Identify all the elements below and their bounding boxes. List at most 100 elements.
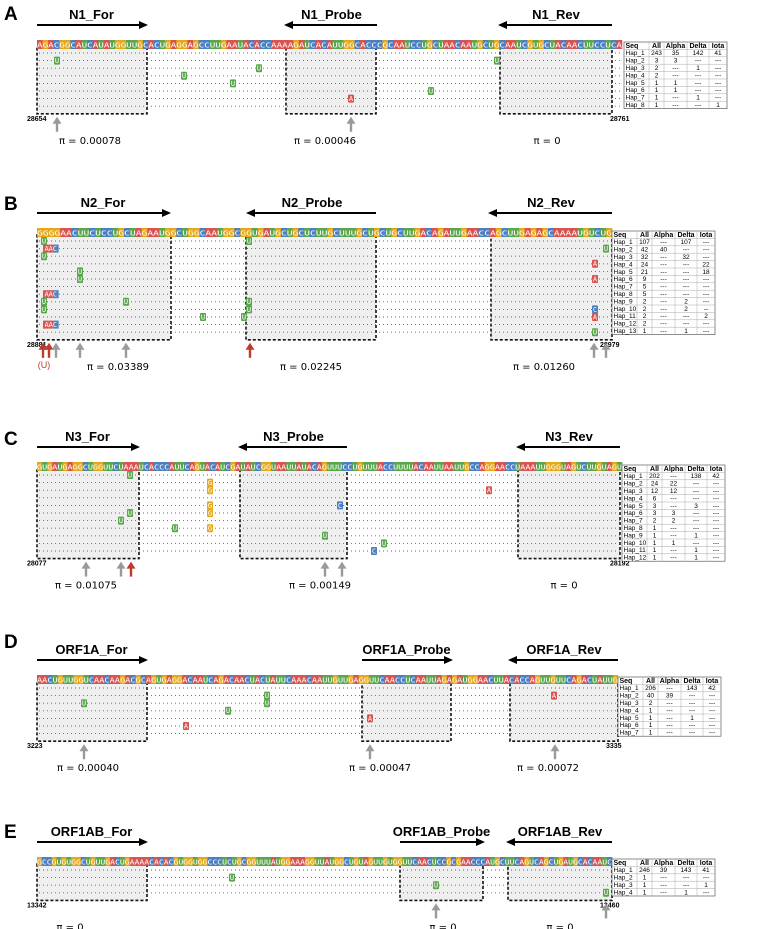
end-coordinate: 28192 bbox=[610, 561, 630, 568]
base-cell bbox=[437, 228, 444, 237]
table-cell: Hap_2 bbox=[614, 875, 634, 882]
mutation-marker: U bbox=[603, 244, 609, 253]
base-cell bbox=[348, 857, 355, 866]
base-cell bbox=[428, 462, 435, 471]
base-cell bbox=[220, 462, 226, 471]
base-cell bbox=[85, 857, 91, 866]
table-cell: Hap_6 bbox=[620, 722, 640, 729]
table-cell: --- bbox=[672, 65, 679, 72]
primer-arrow: N1_Rev bbox=[498, 7, 612, 29]
base-cell bbox=[344, 228, 351, 237]
table-cell: --- bbox=[715, 95, 722, 102]
base-cell bbox=[363, 857, 369, 866]
base-cell bbox=[275, 857, 281, 866]
table-cell: 206 bbox=[645, 685, 656, 692]
base-cell bbox=[319, 857, 325, 866]
start-coordinate: 13342 bbox=[27, 902, 47, 909]
mutation-base: U bbox=[42, 306, 46, 314]
mutation-base: A bbox=[552, 692, 557, 700]
table-cell: --- bbox=[660, 875, 667, 882]
base-cell bbox=[114, 675, 121, 684]
mutation-marker: U bbox=[127, 509, 133, 517]
base-cell bbox=[398, 462, 404, 471]
table-cell: --- bbox=[703, 254, 710, 261]
table-cell: 39 bbox=[660, 867, 668, 874]
base-cell bbox=[130, 675, 136, 684]
table-cell: --- bbox=[715, 80, 722, 87]
base-cell bbox=[339, 857, 345, 866]
base-cell bbox=[573, 857, 579, 866]
base-cell bbox=[377, 462, 384, 471]
base-cell bbox=[197, 857, 203, 866]
table-cell: --- bbox=[670, 473, 677, 480]
table-cell: --- bbox=[670, 503, 677, 510]
base-cell bbox=[176, 40, 183, 49]
primer-label: ORF1A_Rev bbox=[526, 642, 602, 657]
base-cell bbox=[348, 675, 354, 684]
base-cell bbox=[550, 462, 557, 471]
mutation-base: U bbox=[78, 268, 82, 276]
base-cell bbox=[426, 857, 433, 866]
base-cell bbox=[536, 228, 543, 237]
base-cell bbox=[163, 857, 169, 866]
panel-letter: C bbox=[4, 429, 18, 450]
base-cell bbox=[89, 228, 96, 237]
base-cell bbox=[616, 462, 623, 471]
table-cell: --- bbox=[660, 284, 667, 291]
base-cell bbox=[365, 40, 372, 49]
base-cell bbox=[53, 40, 60, 49]
base-cell bbox=[226, 40, 233, 49]
primer-arrow-head bbox=[506, 838, 515, 846]
mutation-cell bbox=[43, 320, 49, 329]
base-cell bbox=[193, 40, 199, 49]
primer-arrow: N1_For bbox=[37, 7, 148, 29]
table-cell: 1 bbox=[655, 87, 659, 94]
base-cell bbox=[379, 228, 386, 237]
table-cell: Hap_3 bbox=[626, 65, 646, 72]
primer-region-box bbox=[36, 863, 148, 902]
base-cell bbox=[271, 40, 277, 49]
mutation-marker: U bbox=[241, 313, 247, 321]
base-cell bbox=[78, 675, 84, 684]
mutation-base: A bbox=[593, 275, 598, 283]
base-cell bbox=[71, 857, 77, 866]
variant-arrow bbox=[431, 903, 441, 919]
base-cell bbox=[545, 462, 552, 471]
mutation-marker: C bbox=[371, 547, 377, 555]
variant-arrow-head bbox=[601, 903, 611, 911]
base-cell bbox=[431, 857, 437, 866]
base-cell bbox=[451, 857, 457, 866]
base-cell bbox=[454, 40, 461, 49]
table-cell: Hap_4 bbox=[614, 261, 634, 268]
base-cell bbox=[239, 675, 245, 684]
base-cell bbox=[606, 228, 613, 237]
base-cell bbox=[95, 857, 101, 866]
table-cell: 2 bbox=[643, 298, 647, 305]
base-cell bbox=[426, 228, 433, 237]
mutation-marker: U bbox=[256, 64, 262, 73]
base-cell bbox=[37, 675, 43, 684]
mutation-cell bbox=[54, 56, 60, 65]
base-cell bbox=[95, 228, 102, 237]
base-cell bbox=[189, 462, 195, 471]
mutation-marker: U bbox=[230, 79, 236, 88]
base-cell bbox=[373, 228, 380, 237]
base-cell bbox=[433, 462, 440, 471]
primer-label: N2_Rev bbox=[527, 195, 575, 210]
base-cell bbox=[75, 857, 82, 866]
table-cell: --- bbox=[660, 306, 667, 313]
variant-arrow bbox=[601, 342, 611, 358]
mutation-base: AAC bbox=[44, 321, 57, 329]
table-cell: --- bbox=[715, 87, 722, 94]
mutation-cell bbox=[367, 714, 373, 723]
table-cell: Hap_12 bbox=[624, 555, 647, 562]
base-cell bbox=[251, 857, 257, 866]
base-cell bbox=[594, 228, 601, 237]
base-cell bbox=[472, 228, 479, 237]
table-cell: 243 bbox=[651, 50, 662, 57]
base-cell bbox=[228, 675, 235, 684]
table-cell: 3 bbox=[672, 510, 676, 517]
base-cell bbox=[372, 462, 379, 471]
base-cell bbox=[47, 675, 53, 684]
primer-arrow: N3_Rev bbox=[516, 429, 620, 451]
